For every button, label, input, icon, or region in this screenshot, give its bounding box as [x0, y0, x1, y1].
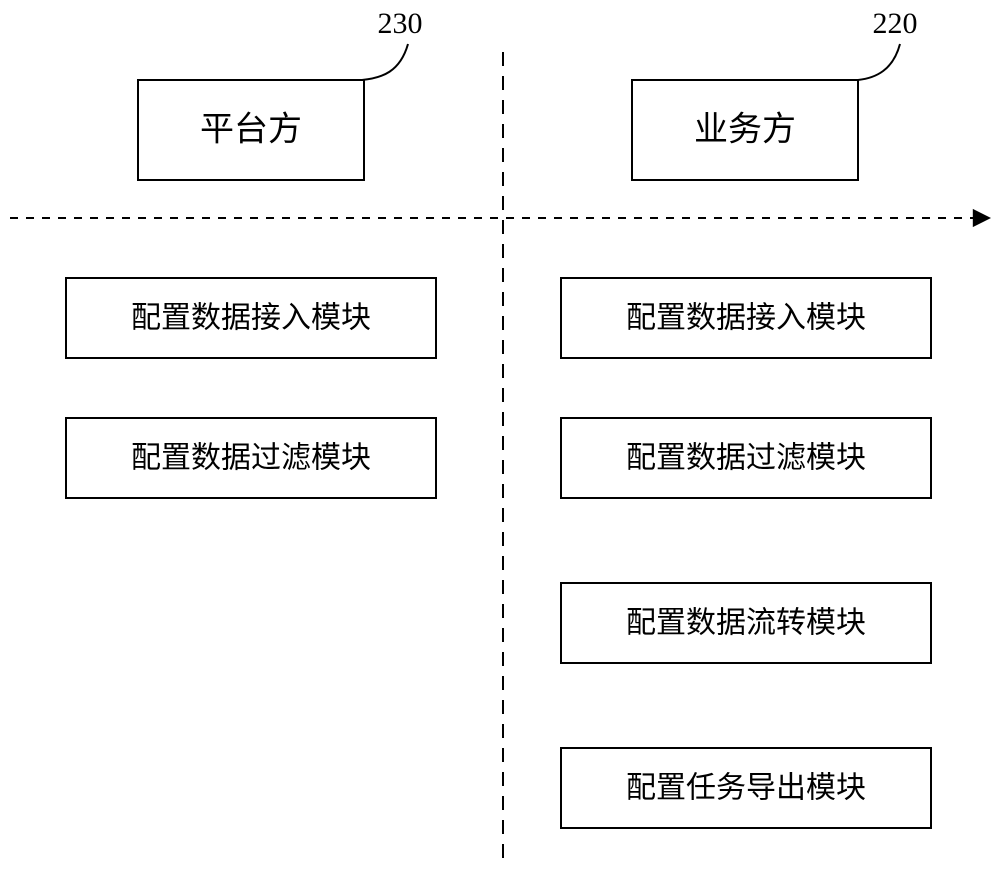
module-text-right-3: 配置任务导出模块 [626, 772, 866, 805]
ref-label-left: 230 [378, 7, 423, 40]
header-title-right: 业务方 [694, 111, 796, 149]
background [0, 0, 1000, 871]
module-text-left-0: 配置数据接入模块 [131, 302, 371, 335]
module-text-left-1: 配置数据过滤模块 [131, 442, 371, 475]
header-title-left: 平台方 [200, 111, 302, 149]
module-text-right-1: 配置数据过滤模块 [626, 442, 866, 475]
ref-label-right: 220 [873, 7, 918, 40]
module-text-right-2: 配置数据流转模块 [626, 607, 866, 640]
module-text-right-0: 配置数据接入模块 [626, 302, 866, 335]
